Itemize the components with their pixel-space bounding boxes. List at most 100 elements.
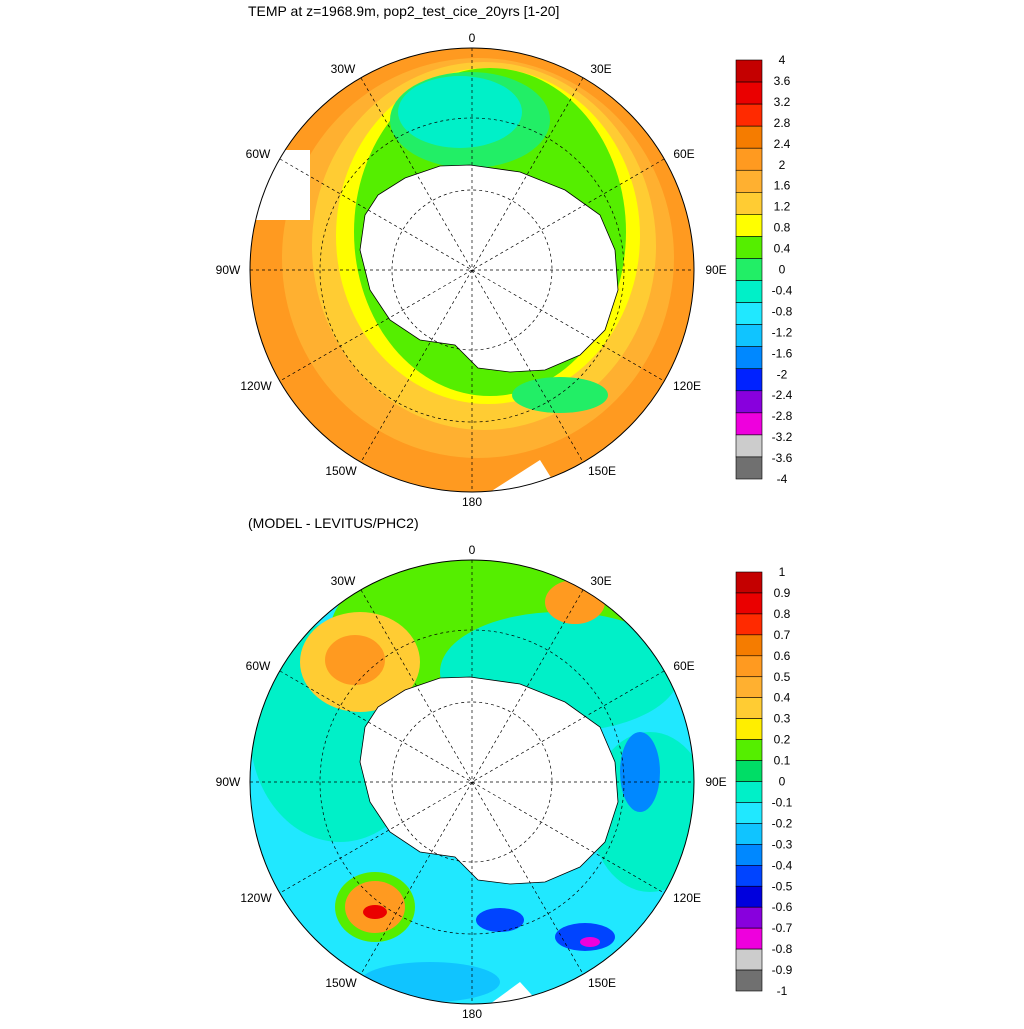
lon-label: 150E — [588, 976, 616, 990]
panel-title: TEMP at z=1968.9m, pop2_test_cice_20yrs … — [248, 3, 560, 19]
colorbar-swatch — [735, 613, 763, 636]
lon-label: 120E — [673, 891, 701, 905]
colorbar-label: -0.8 — [772, 304, 793, 318]
colorbar-swatch — [735, 864, 763, 887]
colorbar-swatch — [735, 885, 763, 908]
colorbar-label: 0.7 — [774, 628, 791, 642]
colorbar-label: 3.2 — [774, 95, 791, 109]
colorbar-label: -0.7 — [772, 921, 793, 935]
lon-label: 120W — [240, 891, 272, 905]
colorbar-label: 1.6 — [774, 179, 791, 193]
longitude-labels: 0 30E 60E 90E 120E 150E 180 150W 120W 90… — [216, 31, 727, 509]
colorbar-label: 0.8 — [774, 221, 791, 235]
colorbar-label: 0.4 — [774, 242, 791, 256]
colorbar-label: -4 — [777, 472, 788, 486]
colorbar-swatch — [735, 125, 763, 149]
colorbar-swatch — [735, 906, 763, 929]
colorbar-swatch — [735, 280, 763, 303]
colorbar-label: 0.8 — [774, 607, 791, 621]
lon-label: 0 — [469, 543, 476, 557]
colorbar-label: 1.2 — [774, 200, 791, 214]
colorbar-swatch — [735, 781, 763, 803]
colorbar-swatch — [735, 739, 763, 761]
lon-label: 90W — [216, 263, 241, 277]
lon-label: 60W — [246, 147, 271, 161]
colorbar-swatch — [735, 302, 763, 325]
colorbar-swatch — [735, 147, 763, 171]
colorbar-swatch — [735, 571, 763, 594]
antarctica-landmass — [359, 676, 619, 885]
lon-label: 150E — [588, 464, 616, 478]
longitude-labels: 0 30E 60E 90E 120E 150E 180 150W 120W 90… — [216, 543, 727, 1021]
colorbar-label: -3.6 — [772, 451, 793, 465]
colorbar-label: 0.9 — [774, 586, 791, 600]
colorbar-swatch — [735, 927, 763, 950]
colorbar-swatch — [735, 456, 763, 480]
colorbar-label: -2 — [777, 367, 788, 381]
colorbar-label: -0.4 — [772, 283, 793, 297]
colorbar-label: -1.2 — [772, 325, 793, 339]
lon-label: 120W — [240, 379, 272, 393]
colorbar-swatch — [735, 59, 763, 83]
lon-label: 30E — [590, 574, 611, 588]
difference-field — [250, 560, 694, 1004]
colorbar-label: 4 — [779, 53, 786, 67]
lon-label: 180 — [462, 1007, 482, 1021]
colorbar-label: 1 — [779, 565, 786, 579]
lon-label: 150W — [325, 976, 357, 990]
panel-difference: (MODEL - LEVITUS/PHC2) — [0, 512, 1024, 1024]
lon-label: 90E — [705, 775, 726, 789]
colorbar-label: 0 — [779, 775, 786, 789]
colorbar-label: -0.3 — [772, 837, 793, 851]
grid-lines — [250, 560, 694, 1004]
colorbar-label: -0.8 — [772, 942, 793, 956]
lon-label: 90E — [705, 263, 726, 277]
colorbar-swatch — [735, 81, 763, 105]
colorbar-swatch — [735, 258, 763, 281]
colorbar-label: 0.6 — [774, 649, 791, 663]
colorbar-label: -0.9 — [772, 963, 793, 977]
colorbar-swatch — [735, 676, 763, 699]
colorbar-swatch — [735, 634, 763, 657]
colorbar-label: 0.1 — [774, 754, 791, 768]
colorbar-difference: 1 0.9 0.8 0.7 0.6 0.5 0.4 0.3 0.2 0.1 0 -0.1 -0.2 -0.… — [735, 565, 793, 998]
lon-label: 90W — [216, 775, 241, 789]
colorbar-swatch — [735, 192, 763, 215]
colorbar-swatch — [735, 823, 763, 845]
lon-label: 30W — [331, 62, 356, 76]
colorbar-label: 2.4 — [774, 137, 791, 151]
panel-temperature: TEMP at z=1968.9m, pop2_test_cice_20yrs … — [0, 0, 1024, 512]
antarctica-landmass — [359, 164, 619, 373]
colorbar-label: 0.5 — [774, 670, 791, 684]
lon-label: 60E — [673, 659, 694, 673]
map-boundary — [249, 47, 695, 493]
colorbar-label: -2.4 — [772, 388, 793, 402]
colorbar-temperature: 4 3.6 3.2 2.8 2.4 2 1.6 1.2 0.8 0.4 0 -0.4 -0.8 -1.2 -… — [735, 53, 793, 486]
colorbar-swatch — [735, 236, 763, 259]
colorbar-swatch — [735, 948, 763, 971]
colorbar-label: 0.4 — [774, 691, 791, 705]
lon-label: 0 — [469, 31, 476, 45]
colorbar-label: -0.2 — [772, 816, 793, 830]
lon-label: 30W — [331, 574, 356, 588]
lon-label: 180 — [462, 495, 482, 509]
colorbar-swatch — [735, 412, 763, 436]
colorbar-swatch — [735, 655, 763, 678]
panel-title: (MODEL - LEVITUS/PHC2) — [248, 515, 419, 531]
colorbar-swatch — [735, 169, 763, 193]
colorbar-label: 0.2 — [774, 733, 791, 747]
polar-map-temperature: 0 30E 60E 90E 120E 150E 180 150W 120W 90… — [216, 31, 793, 509]
colorbar-label: -1.6 — [772, 346, 793, 360]
colorbar-label: -1 — [777, 984, 788, 998]
polar-map-difference: 0 30E 60E 90E 120E 150E 180 150W 120W 90… — [216, 543, 793, 1021]
colorbar-swatch — [735, 346, 763, 370]
colorbar-swatch — [735, 103, 763, 127]
colorbar-swatch — [735, 390, 763, 414]
colorbar-label: -0.1 — [772, 795, 793, 809]
lon-label: 60E — [673, 147, 694, 161]
colorbar-swatch — [735, 802, 763, 824]
colorbar-label: 2 — [779, 158, 786, 172]
colorbar-label: -2.8 — [772, 409, 793, 423]
lon-label: 60W — [246, 659, 271, 673]
colorbar-label: 0.3 — [774, 712, 791, 726]
